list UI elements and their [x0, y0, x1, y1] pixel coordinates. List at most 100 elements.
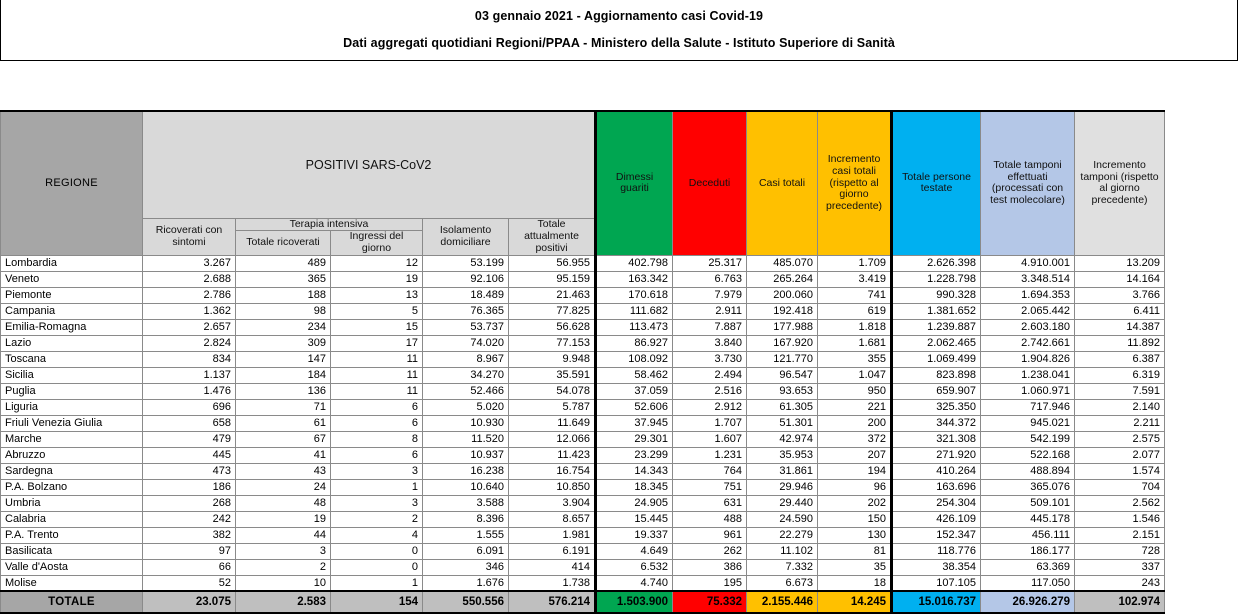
cell-dimessi: 170.618	[594, 286, 674, 304]
cell-incremento-tamponi: 13.209	[1074, 254, 1166, 272]
header-totale-attualmente-positivi: Totale attualmente positivi	[507, 217, 597, 256]
cell-incremento-casi: 130	[817, 526, 894, 544]
cell-incremento-casi: 3.419	[817, 270, 894, 288]
cell-ti-totale: 61	[235, 414, 331, 432]
cell-testate: 426.109	[891, 510, 982, 528]
cell-ti-totale: 44	[235, 526, 331, 544]
cell-ti-totale: 98	[235, 302, 331, 320]
cell-testate: 2.062.465	[891, 334, 982, 352]
cell-deceduti: 1.231	[672, 446, 748, 464]
cell-deceduti: 3.840	[672, 334, 748, 352]
table-row: Lombardia 3.267 489 12 53.199 56.955 402.798 25…	[0, 254, 1166, 272]
header-persone-testate: Totale persone testate	[891, 109, 982, 256]
table-row: Toscana 834 147 11 8.967 9.948 108.092 3.730 121…	[0, 350, 1166, 368]
cell-positivi: 54.078	[507, 382, 597, 400]
cell-incremento-casi: 741	[817, 286, 894, 304]
cell-dimessi: 52.606	[594, 398, 674, 416]
cell-positivi: 21.463	[507, 286, 597, 304]
cell-casi: 177.988	[746, 318, 819, 336]
cell-positivi: 9.948	[507, 350, 597, 368]
cell-ti-ingressi: 19	[330, 270, 423, 288]
cell-positivi: 11.649	[507, 414, 597, 432]
cell-testate: 38.354	[891, 558, 982, 576]
spacer	[0, 61, 1238, 110]
covid-regional-table: REGIONE POSITIVI SARS-CoV2 Dimessi guari…	[0, 109, 1166, 614]
cell-ti-totale: 3	[235, 542, 331, 560]
header-isolamento-domiciliare: Isolamento domiciliare	[422, 217, 509, 256]
cell-ti-ingressi: 6	[330, 446, 423, 464]
cell-regione: Umbria	[0, 494, 143, 512]
cell-testate: 659.907	[891, 382, 982, 400]
cell-deceduti: 6.763	[672, 270, 748, 288]
cell-incremento-casi: 372	[817, 430, 894, 448]
cell-isolamento: 10.930	[422, 414, 509, 432]
cell-ti-totale: 188	[235, 286, 331, 304]
cell-incremento-tamponi: 2.140	[1074, 398, 1166, 416]
cell-positivi: 5.787	[507, 398, 597, 416]
cell-tamponi: 445.178	[980, 510, 1076, 528]
header-totale-ricoverati: Totale ricoverati	[235, 230, 331, 256]
cell-deceduti: 2.494	[672, 366, 748, 384]
cell-isolamento: 74.020	[422, 334, 509, 352]
cell-casi: 167.920	[746, 334, 819, 352]
table-row: Abruzzo 445 41 6 10.937 11.423 23.299 1.231 35.9…	[0, 446, 1166, 464]
cell-ricoverati: 834	[142, 350, 236, 368]
cell-isolamento: 346	[422, 558, 509, 576]
table-row: Liguria 696 71 6 5.020 5.787 52.606 2.912 61.305…	[0, 398, 1166, 416]
cell-incremento-tamponi: 2.151	[1074, 526, 1166, 544]
cell-positivi: 11.423	[507, 446, 597, 464]
cell-ti-totale: 136	[235, 382, 331, 400]
total-label: TOTALE	[0, 590, 143, 614]
table-header-row-2: Ricoverati con sintomi Terapia intensiva…	[1, 217, 1165, 256]
cell-incremento-casi: 96	[817, 478, 894, 496]
cell-ricoverati: 2.688	[142, 270, 236, 288]
cell-tamponi: 186.177	[980, 542, 1076, 560]
cell-casi: 22.279	[746, 526, 819, 544]
table-row: Valle d'Aosta 66 2 0 346 414 6.532 386 7.332 35 38…	[0, 558, 1166, 576]
cell-incremento-casi: 950	[817, 382, 894, 400]
cell-ricoverati: 2.657	[142, 318, 236, 336]
cell-regione: P.A. Trento	[0, 526, 143, 544]
title-date-line: 03 gennaio 2021 - Aggiornamento casi Cov…	[474, 8, 764, 23]
cell-testate: 990.328	[891, 286, 982, 304]
cell-ricoverati: 445	[142, 446, 236, 464]
cell-casi: 35.953	[746, 446, 819, 464]
cell-ti-totale: 10	[235, 574, 331, 592]
cell-isolamento: 11.520	[422, 430, 509, 448]
cell-ti-totale: 24	[235, 478, 331, 496]
cell-isolamento: 52.466	[422, 382, 509, 400]
cell-casi: 192.418	[746, 302, 819, 320]
cell-ti-ingressi: 3	[330, 462, 423, 480]
cell-testate: 1.228.798	[891, 270, 982, 288]
cell-tamponi: 542.199	[980, 430, 1076, 448]
table-row: Sicilia 1.137 184 11 34.270 35.591 58.462 2.494…	[0, 366, 1166, 384]
cell-ti-ingressi: 1	[330, 478, 423, 496]
cell-isolamento: 92.106	[422, 270, 509, 288]
cell-isolamento: 10.937	[422, 446, 509, 464]
cell-incremento-tamponi: 1.574	[1074, 462, 1166, 480]
cell-incremento-tamponi: 6.411	[1074, 302, 1166, 320]
cell-tamponi: 1.238.041	[980, 366, 1076, 384]
cell-ti-ingressi: 2	[330, 510, 423, 528]
header-incremento-tamponi: Incremento tamponi (rispetto al giorno p…	[1074, 109, 1166, 256]
cell-deceduti: 2.911	[672, 302, 748, 320]
cell-incremento-casi: 355	[817, 350, 894, 368]
cell-tamponi: 945.021	[980, 414, 1076, 432]
total-incremento-casi: 14.245	[817, 590, 894, 614]
cell-dimessi: 113.473	[594, 318, 674, 336]
cell-regione: Basilicata	[0, 542, 143, 560]
cell-deceduti: 386	[672, 558, 748, 576]
cell-casi: 121.770	[746, 350, 819, 368]
cell-dimessi: 58.462	[594, 366, 674, 384]
cell-ti-totale: 309	[235, 334, 331, 352]
cell-tamponi: 717.946	[980, 398, 1076, 416]
cell-dimessi: 163.342	[594, 270, 674, 288]
cell-dimessi: 29.301	[594, 430, 674, 448]
cell-dimessi: 23.299	[594, 446, 674, 464]
header-group-positivi: POSITIVI SARS-CoV2	[141, 110, 597, 219]
cell-tamponi: 488.894	[980, 462, 1076, 480]
table-row: P.A. Bolzano 186 24 1 10.640 10.850 18.345 751 2…	[0, 478, 1166, 496]
cell-ricoverati: 696	[142, 398, 236, 416]
table-row: Sardegna 473 43 3 16.238 16.754 14.343 764 31.86…	[0, 462, 1166, 480]
cell-ti-totale: 147	[235, 350, 331, 368]
